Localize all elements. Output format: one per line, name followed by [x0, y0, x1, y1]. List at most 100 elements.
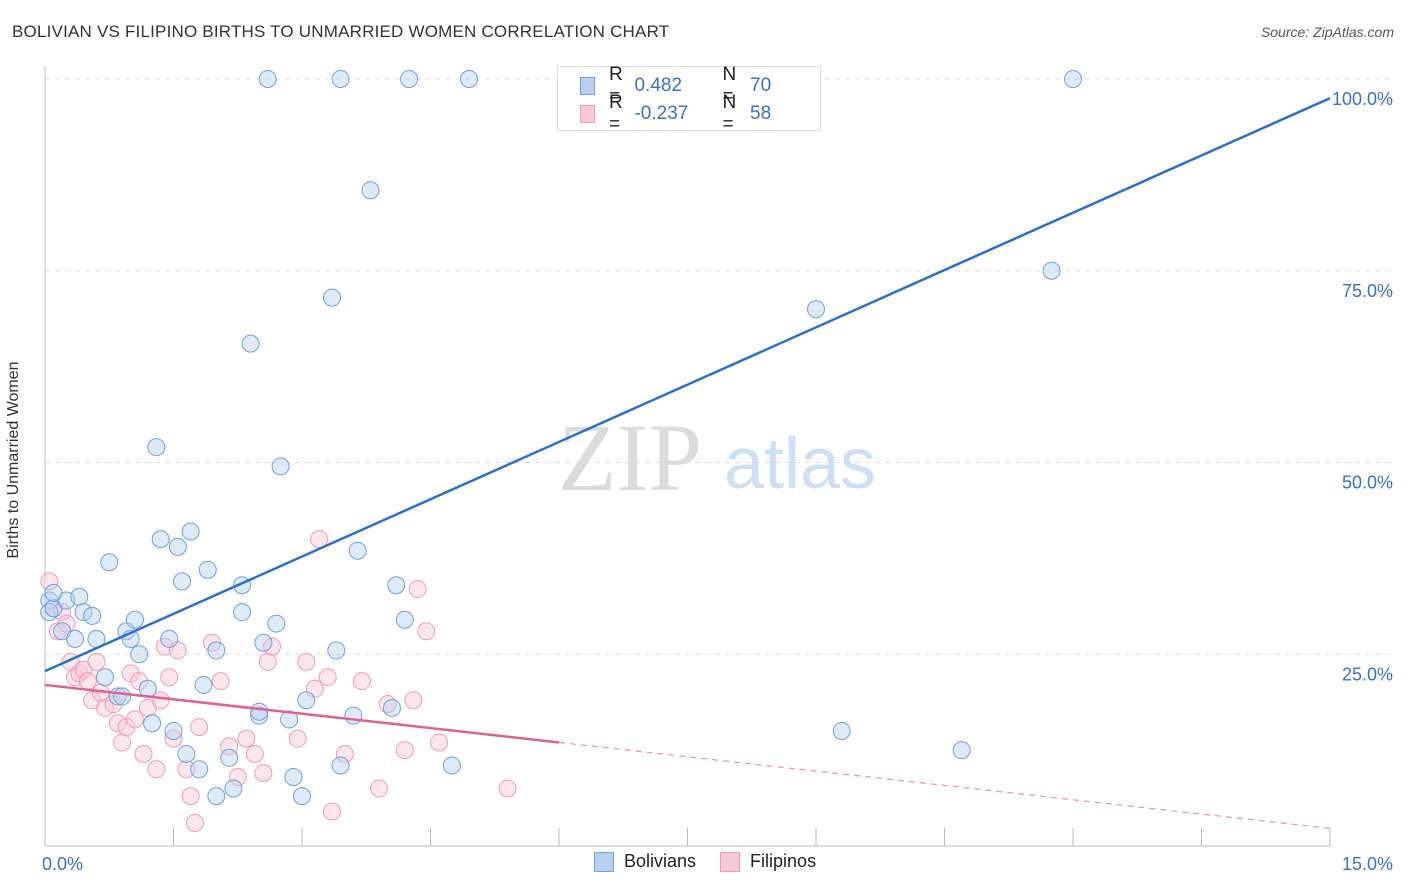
bolivian-point — [297, 691, 316, 710]
filipino-point — [113, 733, 132, 752]
bolivian-point — [344, 706, 363, 725]
bolivian-point — [250, 706, 269, 725]
bolivian-point — [241, 334, 260, 353]
filipinos-trend-line — [44, 683, 560, 744]
filipino-point — [190, 718, 209, 737]
axes — [44, 66, 1331, 847]
bolivian-point — [224, 779, 243, 798]
filipino-point — [134, 744, 153, 763]
bolivian-point — [331, 70, 350, 88]
filipino-point — [370, 779, 389, 798]
filipino-point — [417, 622, 436, 641]
legend-row-filipinos: R = -0.237 N = 58 — [580, 92, 820, 135]
watermark: ZIP atlas — [558, 404, 876, 511]
watermark-zip: ZIP — [558, 404, 702, 511]
bolivian-point — [293, 787, 311, 806]
filipino-point — [335, 744, 354, 763]
legend-swatch-filipinos — [580, 105, 595, 123]
filipino-point — [408, 580, 427, 599]
legend-row-bolivians: R = 0.482 N = 70 — [580, 64, 820, 107]
r-value: -0.237 — [634, 103, 689, 124]
bolivian-point — [327, 641, 346, 660]
y-tick-label: 50.0% — [1342, 473, 1393, 493]
filipino-point — [147, 760, 166, 779]
r-label: R = — [608, 92, 623, 135]
bolivian-point — [387, 576, 406, 595]
bolivian-point — [1042, 261, 1061, 280]
filipino-point — [352, 672, 371, 691]
n-value: 58 — [750, 103, 772, 124]
bolivian-point — [400, 70, 419, 88]
bolivian-point — [160, 629, 179, 648]
series-legend: Bolivians Filipinos — [594, 851, 840, 872]
bolivian-point — [143, 714, 162, 733]
n-label: N = — [722, 92, 737, 135]
filipino-point — [211, 672, 230, 691]
bolivian-point — [151, 530, 170, 549]
bolivians-trend-line — [44, 97, 1331, 673]
filipino-point — [288, 729, 307, 748]
r-label: R = — [608, 64, 623, 107]
bolivian-point — [207, 787, 226, 806]
bolivian-point — [190, 760, 209, 779]
bolivian-point — [361, 181, 380, 200]
filipino-point — [430, 733, 449, 752]
bolivian-point — [74, 603, 93, 622]
filipino-point — [237, 729, 256, 748]
bolivian-point — [271, 457, 290, 476]
bolivian-point — [254, 633, 273, 652]
n-label: N = — [722, 64, 737, 107]
legend-label-filipinos: Filipinos — [750, 851, 817, 871]
bolivian-point — [348, 541, 367, 560]
bolivian-point — [147, 438, 166, 457]
legend-swatch-filipinos — [720, 851, 741, 872]
filipino-point — [297, 652, 316, 671]
filipino-point — [185, 813, 204, 832]
bolivian-point — [331, 756, 350, 775]
legend-swatch-bolivians — [580, 77, 595, 95]
bolivian-point — [168, 537, 187, 556]
filipino-point — [322, 802, 341, 821]
bolivian-point — [198, 560, 217, 579]
bolivian-point — [952, 741, 971, 760]
legend-item-filipinos[interactable]: Filipinos — [720, 851, 816, 872]
bolivian-point — [173, 572, 192, 591]
bolivian-point — [181, 522, 200, 541]
bolivian-point — [233, 603, 252, 622]
bolivian-point — [220, 748, 239, 767]
filipino-point — [181, 787, 200, 806]
filipino-point — [228, 767, 247, 786]
bolivian-point — [164, 721, 183, 740]
bolivian-point — [442, 756, 461, 775]
bolivian-point — [250, 702, 269, 721]
bolivian-point — [832, 721, 851, 740]
correlation-legend: R = 0.482 N = 70 R = -0.237 N = 58 — [557, 64, 821, 135]
filipino-point — [87, 652, 106, 671]
bolivian-point — [65, 629, 84, 648]
bolivian-point — [267, 614, 286, 633]
r-value: 0.482 — [634, 75, 683, 96]
y-tick-label: 100.0% — [1332, 89, 1393, 109]
bolivian-point — [258, 70, 277, 88]
filipino-point — [177, 760, 196, 779]
chart-title: BOLIVIAN VS FILIPINO BIRTHS TO UNMARRIED… — [12, 22, 670, 41]
grid-lines — [45, 78, 1395, 655]
x-tick-label: 0.0% — [42, 854, 83, 874]
filipino-point — [404, 691, 423, 710]
filipino-point — [164, 729, 183, 748]
n-value: 70 — [750, 75, 772, 96]
bolivian-point — [44, 583, 63, 602]
bolivian-point — [194, 675, 213, 694]
filipinos-trend-extension — [558, 741, 1331, 829]
bolivian-point — [125, 610, 144, 629]
bolivian-point — [113, 687, 132, 706]
bolivian-point — [130, 645, 149, 664]
filipino-point — [40, 572, 59, 591]
bolivian-point — [83, 606, 102, 625]
trend-lines — [44, 97, 1331, 829]
filipino-point — [95, 698, 114, 717]
filipino-point — [160, 668, 179, 687]
tick-labels: 25.0% 50.0% 75.0% 100.0% 0.0% 15.0% — [42, 89, 1393, 874]
legend-item-bolivians[interactable]: Bolivians — [594, 851, 696, 872]
